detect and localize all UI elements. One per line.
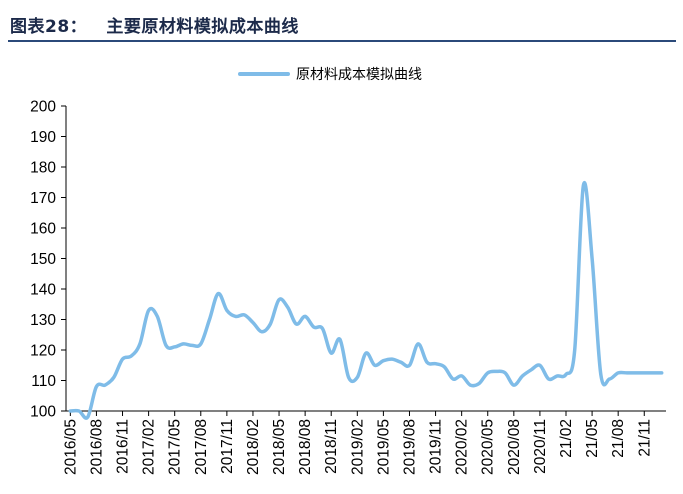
- x-tick-label: 2019/08: [401, 419, 418, 475]
- title-bar: 图表28： 主要原材料模拟成本曲线: [0, 0, 683, 42]
- y-tick-label: 110: [31, 373, 56, 390]
- x-tick-label: 2020/02: [454, 419, 471, 475]
- y-tick-label: 140: [30, 282, 56, 299]
- y-tick-label: 160: [30, 221, 56, 238]
- x-tick-label: 2017/11: [219, 419, 236, 474]
- page-title: 图表28： 主要原材料模拟成本曲线: [10, 17, 299, 37]
- x-tick-label: 2018/11: [323, 419, 340, 474]
- x-tick-label: 2016/11: [115, 419, 132, 474]
- x-tick-label: 2020/11: [532, 419, 549, 474]
- x-tick-label: 2018/02: [245, 419, 262, 475]
- x-tick-label: 21/05: [584, 419, 601, 458]
- x-tick-label: 2016/08: [88, 419, 105, 475]
- y-tick-label: 150: [30, 251, 56, 268]
- x-tick-label: 2017/08: [193, 419, 210, 475]
- y-tick-label: 120: [30, 343, 56, 360]
- x-axis: 2016/05 2016/08 2016/11 2017/02 2017/05 2017/…: [62, 410, 666, 475]
- y-axis: 100 110 120 130 140 150 160 170 180 190 200: [30, 99, 67, 421]
- y-tick-label: 180: [30, 160, 56, 177]
- x-tick-label: 2016/05: [62, 419, 79, 475]
- series-line: [68, 181, 664, 420]
- x-tick-label: 2019/02: [349, 419, 366, 475]
- x-tick-label: 2018/08: [297, 419, 314, 475]
- y-tick-label: 100: [30, 404, 56, 421]
- legend: 原材料成本模拟曲线: [238, 67, 422, 83]
- x-tick-label: 2020/08: [506, 419, 523, 475]
- legend-label: 原材料成本模拟曲线: [296, 67, 422, 83]
- x-tick-label: 2017/02: [141, 419, 158, 475]
- x-tick-label: 21/02: [558, 419, 575, 458]
- x-tick-label: 2018/05: [271, 419, 288, 475]
- x-tick-label: 2017/05: [167, 419, 184, 475]
- x-tick-label: 21/08: [610, 419, 627, 458]
- x-tick-label: 2020/05: [480, 419, 497, 475]
- y-tick-label: 190: [30, 129, 56, 146]
- x-tick-label: 2019/11: [428, 419, 445, 474]
- title-divider: [8, 40, 676, 42]
- y-tick-label: 170: [30, 190, 56, 207]
- plot-area: [68, 181, 664, 420]
- y-tick-label: 130: [30, 312, 56, 329]
- y-tick-label: 200: [30, 99, 56, 116]
- x-tick-label: 2019/05: [375, 419, 392, 475]
- x-tick-label: 21/11: [636, 419, 653, 457]
